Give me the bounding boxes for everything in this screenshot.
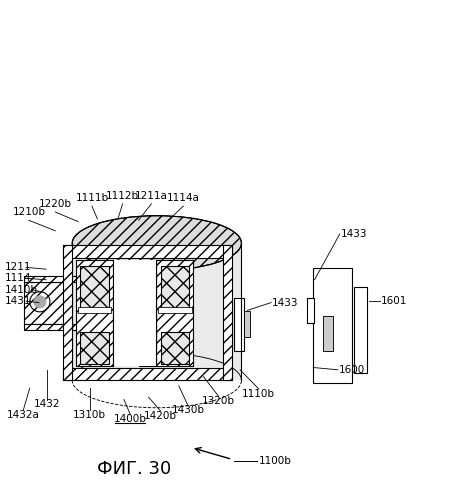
- Text: 1211a: 1211a: [134, 190, 168, 200]
- Text: 1601: 1601: [380, 296, 406, 306]
- Bar: [139, 260, 156, 366]
- Bar: [63, 246, 232, 258]
- Bar: [313, 268, 351, 382]
- Bar: [223, 246, 232, 380]
- Text: 1410b: 1410b: [5, 285, 38, 295]
- Text: 1420b: 1420b: [144, 410, 177, 420]
- Text: 1210b: 1210b: [12, 207, 45, 217]
- Text: 1432: 1432: [34, 399, 60, 409]
- Bar: [160, 332, 189, 364]
- Bar: [78, 308, 111, 313]
- Text: 1310b: 1310b: [73, 410, 106, 420]
- Text: 1433: 1433: [271, 298, 298, 308]
- Ellipse shape: [72, 216, 241, 270]
- Bar: [80, 332, 108, 364]
- Bar: [24, 282, 65, 324]
- Text: 1220b: 1220b: [39, 199, 72, 209]
- Text: 1430b: 1430b: [171, 405, 204, 415]
- Bar: [113, 260, 156, 366]
- Bar: [80, 266, 108, 311]
- Text: 1112b: 1112b: [106, 190, 139, 200]
- Text: 1432a: 1432a: [7, 410, 39, 420]
- Bar: [244, 311, 249, 338]
- Bar: [323, 316, 333, 350]
- Polygon shape: [72, 243, 241, 380]
- Text: 1110b: 1110b: [242, 388, 274, 398]
- Circle shape: [34, 296, 46, 308]
- Bar: [24, 324, 84, 330]
- Bar: [24, 276, 84, 281]
- Text: 1114a: 1114a: [167, 193, 199, 203]
- Bar: [63, 246, 72, 380]
- Text: 1600: 1600: [338, 365, 364, 375]
- Text: 1114: 1114: [5, 274, 32, 283]
- Bar: [63, 368, 232, 380]
- Bar: [156, 260, 193, 366]
- Text: 1111b: 1111b: [75, 193, 108, 203]
- Bar: [157, 308, 191, 313]
- Text: 1100b: 1100b: [258, 456, 291, 466]
- Text: ФИГ. 30: ФИГ. 30: [97, 460, 171, 477]
- Bar: [160, 266, 189, 311]
- Text: 1431: 1431: [5, 296, 32, 306]
- Text: 1433: 1433: [340, 229, 366, 239]
- Bar: [353, 286, 366, 374]
- Text: 1211: 1211: [5, 262, 32, 272]
- Bar: [306, 298, 313, 323]
- Bar: [76, 260, 113, 366]
- Bar: [234, 298, 244, 350]
- Text: 1400b: 1400b: [114, 414, 146, 424]
- Text: 1320b: 1320b: [202, 396, 235, 406]
